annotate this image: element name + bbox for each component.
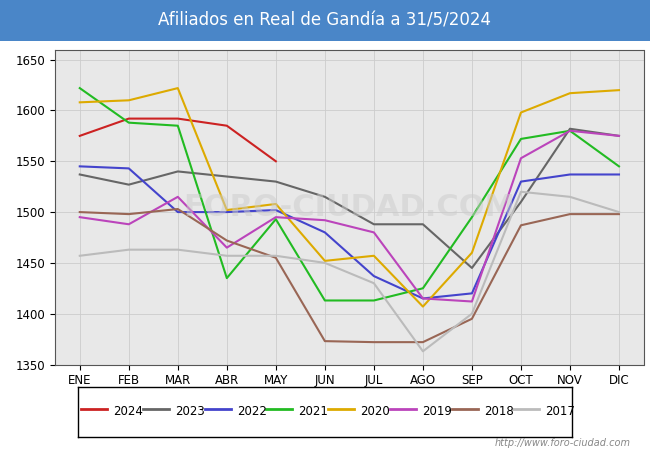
Text: 2022: 2022 (237, 405, 266, 418)
Text: 2017: 2017 (545, 405, 575, 418)
Text: http://www.foro-ciudad.com: http://www.foro-ciudad.com (495, 438, 630, 448)
Text: FORO-CIUDAD.COM: FORO-CIUDAD.COM (183, 193, 515, 221)
Text: 2019: 2019 (422, 405, 452, 418)
Text: 2021: 2021 (298, 405, 328, 418)
Text: 2023: 2023 (175, 405, 205, 418)
Text: 2018: 2018 (484, 405, 514, 418)
Text: 2020: 2020 (360, 405, 390, 418)
Text: Afiliados en Real de Gandía a 31/5/2024: Afiliados en Real de Gandía a 31/5/2024 (159, 12, 491, 30)
Text: 2024: 2024 (113, 405, 143, 418)
